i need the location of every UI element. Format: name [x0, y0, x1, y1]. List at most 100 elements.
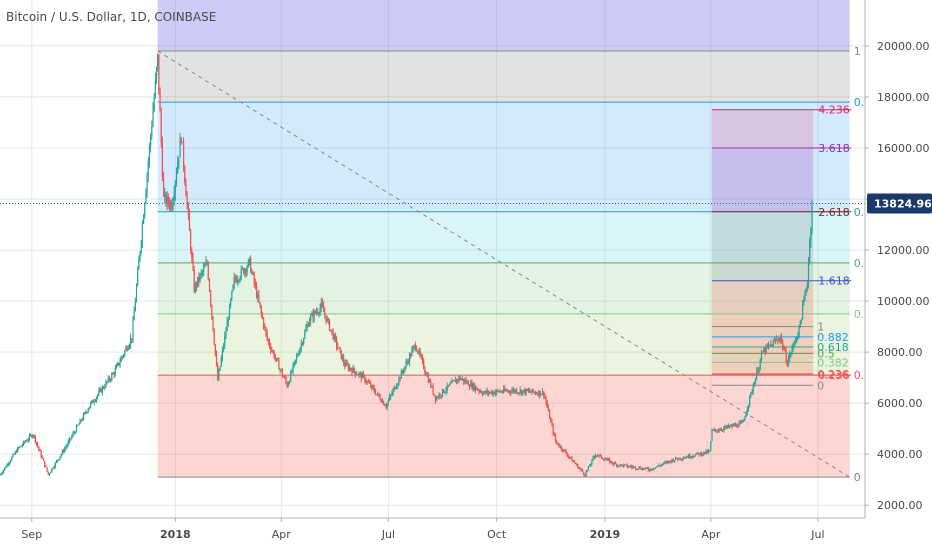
candle-body	[616, 464, 618, 467]
candle-body	[29, 435, 32, 437]
candle-body	[137, 269, 139, 286]
candle-body	[292, 364, 294, 372]
candle-body	[511, 390, 513, 393]
candle-body	[624, 464, 626, 466]
last-price-label-bg	[867, 193, 932, 214]
candle-body	[551, 421, 553, 426]
candle-body	[752, 386, 754, 392]
candle-body	[683, 458, 685, 460]
candle-body	[193, 269, 195, 292]
candle-body	[440, 395, 442, 397]
candle-body	[614, 462, 617, 465]
candle-body	[651, 468, 653, 470]
candle-body	[77, 425, 79, 427]
candle-body	[228, 304, 231, 320]
fib-ext-zone	[712, 211, 814, 281]
candle-body	[806, 284, 808, 289]
candle-body	[643, 468, 645, 470]
candle-body	[241, 268, 244, 270]
candle-body	[338, 347, 340, 349]
candle-body	[493, 392, 495, 395]
candle-body	[447, 384, 449, 386]
candle-body	[199, 274, 201, 281]
candle-body	[574, 462, 577, 465]
candle-body	[686, 456, 688, 458]
candle-body	[260, 306, 262, 314]
candle-body	[339, 347, 341, 351]
candle-body	[59, 456, 61, 460]
candle-body	[313, 311, 315, 319]
candle-body	[1, 472, 3, 474]
candle-body	[7, 464, 9, 466]
candle-body	[44, 460, 46, 467]
candle-body	[583, 472, 585, 475]
candle-body	[55, 460, 58, 463]
candle-body	[217, 364, 219, 381]
candle-body	[758, 367, 760, 373]
candle-body	[197, 277, 199, 287]
price-tick-label: 16000.00	[877, 142, 930, 155]
candle-body	[539, 390, 541, 396]
candle-body	[543, 391, 545, 396]
candle-body	[252, 272, 254, 275]
candle-body	[159, 90, 161, 112]
candle-body	[800, 319, 803, 323]
candle-body	[74, 432, 76, 434]
candle-body	[61, 450, 63, 455]
candle-body	[458, 376, 460, 381]
last-price-label: 13824.96	[874, 198, 932, 211]
candle-body	[476, 386, 478, 390]
candle-body	[218, 370, 220, 381]
candle-body	[480, 391, 482, 394]
candle-body	[747, 404, 750, 410]
candle-body	[47, 471, 49, 475]
candle-body	[727, 425, 730, 428]
candle-body	[456, 379, 458, 383]
candle-body	[654, 467, 657, 469]
candle-body	[719, 429, 721, 431]
candle-body	[32, 435, 34, 437]
candle-body	[694, 454, 697, 457]
candle-body	[220, 357, 222, 367]
candle-body	[81, 419, 83, 421]
candle-body	[417, 351, 419, 353]
candle-body	[590, 464, 592, 466]
candle-body	[625, 464, 627, 466]
candle-body	[672, 459, 674, 462]
candle-body	[33, 435, 35, 437]
candle-body	[396, 386, 398, 389]
candle-body	[85, 412, 87, 414]
candle-body	[552, 425, 554, 434]
candle-body	[99, 388, 101, 391]
candle-body	[232, 284, 234, 292]
candle-body	[300, 343, 302, 348]
candle-body	[131, 337, 133, 340]
candle-body	[130, 337, 132, 345]
candle-body	[372, 385, 374, 388]
candle-body	[366, 381, 368, 383]
candle-body	[65, 446, 67, 449]
candle-body	[421, 357, 424, 361]
candle-body	[324, 311, 326, 316]
candle-body	[50, 471, 52, 474]
candle-body	[238, 280, 240, 282]
candle-body	[52, 468, 54, 470]
candle-body	[170, 202, 172, 207]
candle-body	[377, 393, 379, 395]
candle-body	[158, 54, 160, 91]
candle-body	[438, 394, 440, 398]
candle-body	[769, 344, 771, 346]
candle-body	[639, 467, 641, 470]
candle-body	[80, 419, 82, 421]
candle-body	[365, 381, 367, 383]
candle-body	[610, 461, 612, 463]
candle-body	[691, 456, 693, 458]
candle-body	[483, 392, 485, 395]
candle-body	[600, 455, 602, 459]
candle-body	[86, 411, 88, 413]
candle-body	[133, 311, 135, 321]
candle-body	[212, 316, 214, 331]
candle-body	[473, 383, 475, 391]
candle-body	[521, 390, 524, 394]
